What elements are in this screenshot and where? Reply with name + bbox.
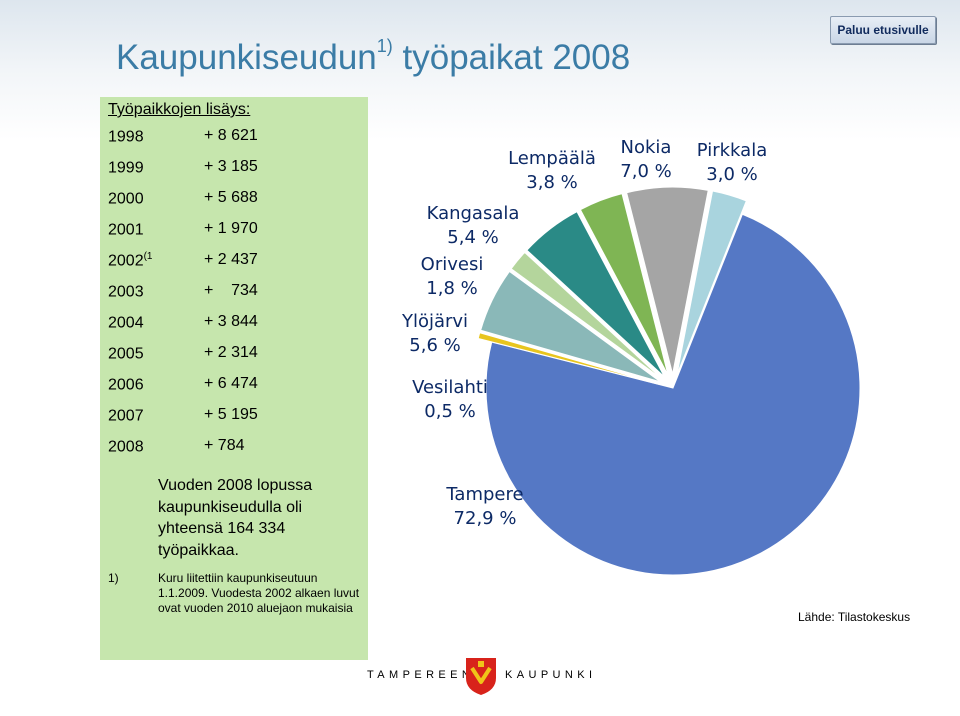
pie-label-value: 1,8 %: [426, 278, 477, 299]
panel-heading: Työpaikkojen lisäys:: [108, 101, 251, 118]
job-growth-row: 2004 + 3 844: [108, 313, 358, 335]
footer-kaupunki-word: KAUPUNKI: [505, 669, 597, 681]
pie-label-value: 72,9 %: [454, 508, 517, 529]
pie-label-name: Orivesi: [421, 254, 484, 275]
slide-title: Kaupunkiseudun1) työpaikat 2008: [116, 36, 631, 78]
job-growth-row: 1999 + 3 185: [108, 158, 358, 180]
row-year-cell: 2007: [108, 406, 144, 425]
job-growth-row: 2007 + 5 195: [108, 406, 358, 428]
pie-slice-vesilahti: [477, 332, 660, 385]
row-year-footnote: (1: [143, 251, 153, 262]
pie-label-name: Vesilahti: [412, 377, 488, 398]
row-change: + 784: [204, 437, 245, 454]
row-year-cell: 2004: [108, 313, 144, 332]
pie-label-value: 3,0 %: [706, 164, 757, 185]
row-year: 1998: [108, 128, 144, 146]
row-change: + 5 195: [204, 406, 258, 423]
row-change: + 8 621: [204, 127, 258, 144]
row-year-cell: 2001: [108, 220, 144, 239]
pie-label-name: Lempäälä: [508, 148, 596, 169]
row-year: 2001: [108, 221, 144, 239]
row-year-cell: 2000: [108, 189, 144, 208]
title-rest: työpaikat 2008: [402, 38, 631, 77]
footer-city-word: TAMPEREEN: [367, 669, 475, 681]
row-change: + 2 314: [204, 344, 258, 361]
pie-label-value: 0,5 %: [424, 401, 475, 422]
row-change: + 1 970: [204, 220, 258, 237]
row-year: 2003: [108, 283, 144, 301]
row-change: + 734: [204, 282, 258, 299]
pie-slice-nokia: [626, 186, 709, 375]
job-growth-row: 2008 + 784: [108, 437, 358, 459]
pie-slice-pirkkala: [676, 190, 747, 375]
row-year-cell: 1999: [108, 158, 144, 177]
row-year: 2000: [108, 190, 144, 208]
row-year-cell: 2002(1: [108, 251, 153, 270]
pie-label-value: 5,4 %: [447, 227, 498, 248]
back-to-home-button[interactable]: Paluu etusivulle: [830, 16, 936, 44]
source-note: Lähde: Tilastokeskus: [798, 610, 911, 624]
pie-slice-tampere: [485, 213, 861, 576]
row-change: + 6 474: [204, 375, 258, 392]
pie-label-value: 5,6 %: [409, 335, 460, 356]
pie-label-name: Nokia: [621, 137, 672, 158]
row-change: + 5 688: [204, 189, 258, 206]
pie-label-value: 3,8 %: [526, 172, 577, 193]
row-year: 2005: [108, 345, 144, 363]
employment-pie-chart: Tampere 72,9 % Vesilahti 0,5 % Ylöjärvi 5,6 %…: [401, 137, 861, 576]
pie-label-name: Kangasala: [427, 203, 520, 224]
row-year: 1999: [108, 159, 144, 177]
row-year: 2002: [108, 252, 144, 270]
pie-label-value: 7,0 %: [620, 161, 671, 182]
job-growth-row: 2001 + 1 970: [108, 220, 358, 242]
pie-label-name: Ylöjärvi: [401, 311, 468, 332]
row-year: 2004: [108, 314, 144, 332]
row-year: 2008: [108, 438, 144, 456]
row-change: + 3 185: [204, 158, 258, 175]
job-growth-row: 1998 + 8 621: [108, 127, 358, 149]
row-year-cell: 2008: [108, 437, 144, 456]
row-change: + 3 844: [204, 313, 258, 330]
pie-label-name: Tampere: [445, 484, 523, 505]
pie-slice-lempäälä: [579, 193, 669, 376]
row-change: + 2 437: [204, 251, 258, 268]
job-growth-row: 2002(1 + 2 437: [108, 251, 358, 273]
job-growth-row: 2006 + 6 474: [108, 375, 358, 397]
row-year-cell: 2005: [108, 344, 144, 363]
total-jobs-text: Vuoden 2008 lopussa kaupunkiseudulla oli…: [158, 477, 313, 559]
job-growth-row: 2000 + 5 688: [108, 189, 358, 211]
row-year-cell: 2003: [108, 282, 144, 301]
pie-label-name: Pirkkala: [697, 140, 767, 161]
pie-slices: [477, 186, 861, 576]
title-superscript: 1): [376, 36, 393, 57]
pie-labels: Tampere 72,9 % Vesilahti 0,5 % Ylöjärvi 5,6 %…: [401, 137, 767, 529]
footnote-marker: 1): [108, 571, 119, 585]
pie-slice-kangasala: [526, 210, 665, 378]
job-growth-row: 2003 + 734: [108, 282, 358, 304]
job-growth-row: 2005 + 2 314: [108, 344, 358, 366]
job-growth-panel: Työpaikkojen lisäys: 1998 + 8 621 1999 + 3 …: [100, 97, 368, 660]
row-year-cell: 1998: [108, 127, 144, 146]
coat-of-arms-logo: [466, 658, 496, 695]
row-year: 2007: [108, 407, 144, 425]
title-main: Kaupunkiseudun: [116, 38, 377, 77]
row-year: 2006: [108, 376, 144, 394]
footnote-text: Kuru liitettiin kaupunkiseutuun 1.1.2009…: [158, 571, 360, 615]
pie-slice-ylöjärvi: [480, 270, 661, 383]
row-year-cell: 2006: [108, 375, 144, 394]
pie-slice-orivesi: [510, 251, 663, 380]
